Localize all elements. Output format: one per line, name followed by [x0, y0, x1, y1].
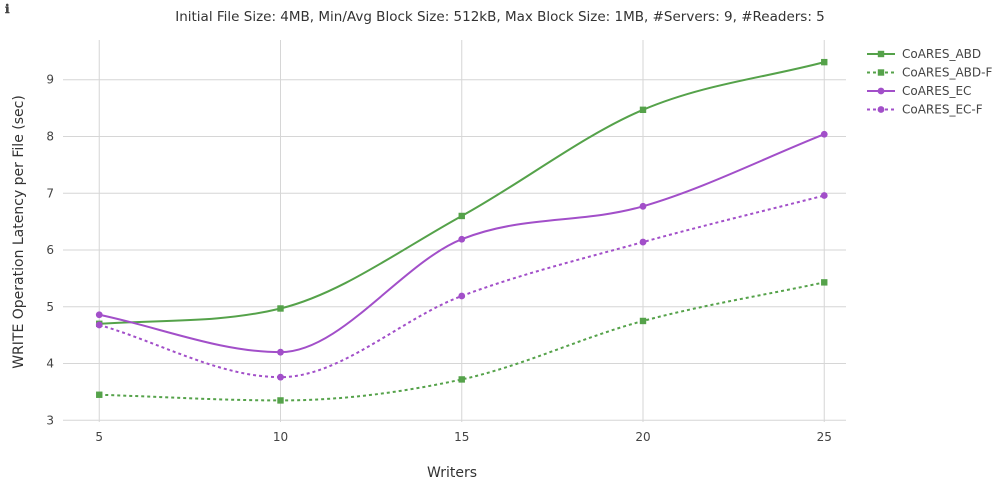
data-point [639, 238, 647, 246]
legend-item[interactable]: CoARES_ABD-F [867, 66, 992, 80]
data-point [277, 348, 284, 356]
x-tick-label: 15 [454, 430, 469, 444]
chart-title: Initial File Size: 4MB, Min/Avg Block Si… [175, 9, 825, 25]
series-coares-ec [95, 130, 828, 356]
y-tick-label: 7 [46, 186, 54, 200]
data-point [277, 397, 284, 404]
data-point [458, 376, 465, 383]
y-tick-label: 4 [46, 357, 54, 371]
data-point [458, 292, 466, 300]
x-tick-label: 10 [273, 430, 288, 444]
y-tick-label: 3 [46, 413, 54, 427]
x-tick-label: 5 [95, 430, 103, 444]
data-point [820, 192, 828, 199]
legend-label: CoARES_ABD [902, 47, 981, 61]
data-point [639, 317, 647, 325]
data-point [458, 212, 465, 220]
legend-marker [877, 69, 885, 76]
y-axis-label: WRITE Operation Latency per File (sec) [11, 95, 27, 369]
legend-marker [877, 50, 885, 58]
data-point [277, 373, 284, 381]
series-line [98, 194, 825, 379]
y-tick-label: 8 [46, 129, 54, 143]
data-point [821, 58, 828, 66]
y-tick-label: 9 [46, 73, 54, 87]
x-tick-label: 20 [635, 430, 650, 444]
data-point [458, 235, 466, 243]
legend-marker [877, 87, 885, 95]
data-point [95, 321, 103, 329]
data-point [639, 202, 647, 210]
legend-item[interactable]: CoARES_EC [867, 84, 971, 98]
data-point [820, 130, 828, 138]
legend-marker [877, 106, 885, 113]
axis-ticks: 5 10 15 20 25 3 4 5 6 7 8 9 [46, 73, 832, 444]
legend-item[interactable]: CoARES_EC-F [867, 103, 983, 117]
series-line [99, 281, 825, 402]
y-tick-label: 6 [46, 243, 54, 257]
data-point [95, 311, 103, 319]
series-coares-ec-f [95, 192, 828, 381]
grid [63, 40, 846, 422]
data-point [96, 391, 103, 398]
x-axis-label: Writers [427, 465, 477, 481]
info-icon[interactable]: ℹ [5, 2, 10, 16]
x-tick-label: 25 [817, 430, 832, 444]
legend-label: CoARES_EC-F [902, 103, 983, 117]
data-point [821, 279, 828, 286]
data-point [277, 305, 284, 312]
legend-item[interactable]: CoARES_ABD [867, 47, 981, 61]
data-point [639, 106, 647, 114]
legend[interactable]: CoARES_ABD CoARES_ABD-F CoARES_EC CoARES_EC… [867, 47, 992, 117]
y-tick-label: 5 [46, 300, 54, 314]
series-coares-abd-f [96, 279, 828, 404]
legend-label: CoARES_ABD-F [902, 66, 992, 80]
series [95, 58, 828, 404]
legend-label: CoARES_EC [902, 84, 971, 98]
